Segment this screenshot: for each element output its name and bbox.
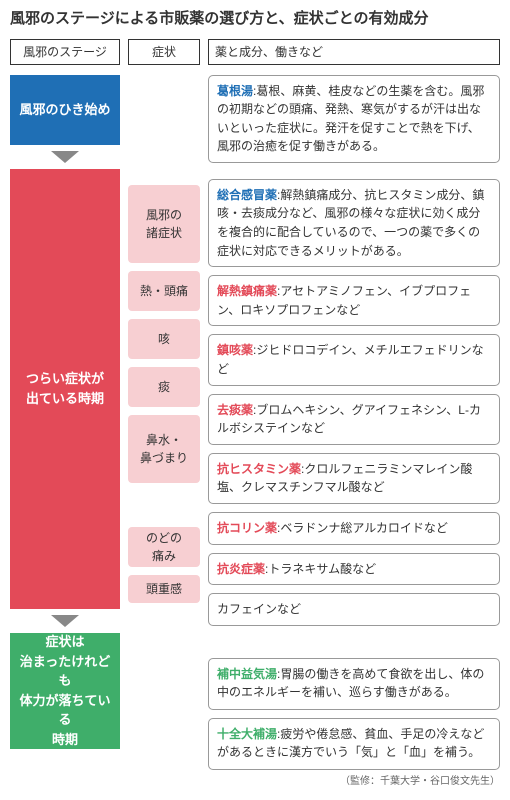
header-medicine: 薬と成分、働きなど (208, 39, 500, 65)
header-symptom: 症状 (128, 39, 200, 65)
medicine-box: 鎮咳薬:ジヒドロコデイン、メチルエフェドリンなど (208, 334, 500, 385)
symptom-box: のどの 痛み (128, 527, 200, 567)
symptom-box: 痰 (128, 367, 200, 407)
down-arrow-icon (51, 151, 79, 163)
medicine-desc: :ベラドンナ総アルカロイドなど (277, 521, 448, 535)
medicine-desc: カフェインなど (217, 602, 301, 616)
medicine-name: 抗コリン薬 (217, 521, 277, 535)
medicine-name: 総合感冒薬 (217, 188, 277, 202)
stage-column: 風邪のひき始めつらい症状が 出ている時期症状は 治まったけれども 体力が落ちてい… (10, 75, 120, 770)
medicine-name: 抗炎症薬 (217, 562, 265, 576)
medicine-name: 抗ヒスタミン薬 (217, 462, 301, 476)
medicine-box: 去痰薬:ブロムヘキシン、グアイフェネシン、L-カルボシステインなど (208, 394, 500, 445)
medicine-desc: :ブロムヘキシン、グアイフェネシン、L-カルボシステインなど (217, 403, 481, 436)
symptom-box: 熱・頭痛 (128, 271, 200, 311)
medicine-name: 十全大補湯 (217, 727, 277, 741)
medicine-name: 解熱鎮痛薬 (217, 284, 277, 298)
stage-box-s1: 風邪のひき始め (10, 75, 120, 145)
medicine-desc: :ジヒドロコデイン、メチルエフェドリンなど (217, 343, 484, 376)
medicine-box: カフェインなど (208, 593, 500, 626)
stage-box-s3: 症状は 治まったけれども 体力が落ちている 時期 (10, 633, 120, 749)
medicine-box: 抗コリン薬:ベラドンナ総アルカロイドなど (208, 512, 500, 545)
medicine-desc: :葛根、麻黄、桂皮などの生薬を含む。風邪の初期などの頭痛、発熱、寒気がするが汗は… (217, 84, 484, 154)
symptom-column: 風邪の 諸症状熱・頭痛咳痰鼻水・ 鼻づまりのどの 痛み頭重感 (128, 75, 200, 770)
medicine-box: 葛根湯:葛根、麻黄、桂皮などの生薬を含む。風邪の初期などの頭痛、発熱、寒気がする… (208, 75, 500, 163)
medicine-box: 十全大補湯:疲労や倦怠感、貧血、手足の冷えなどがあるときに漢方でいう「気」と「血… (208, 718, 500, 770)
medicine-column: 葛根湯:葛根、麻黄、桂皮などの生薬を含む。風邪の初期などの頭痛、発熱、寒気がする… (208, 75, 500, 770)
symptom-box: 咳 (128, 319, 200, 359)
medicine-box: 抗ヒスタミン薬:クロルフェニラミンマレイン酸塩、クレマスチンフマル酸など (208, 453, 500, 504)
medicine-name: 補中益気湯 (217, 667, 277, 681)
column-headers: 風邪のステージ 症状 薬と成分、働きなど (10, 39, 500, 65)
medicine-box: 総合感冒薬:解熱鎮痛成分、抗ヒスタミン成分、鎮咳・去痰成分など、風邪の様々な症状… (208, 179, 500, 267)
medicine-desc: :トラネキサム酸など (265, 562, 376, 576)
medicine-box: 解熱鎮痛薬:アセトアミノフェン、イブプロフェン、ロキソプロフェンなど (208, 275, 500, 326)
page-title: 風邪のステージによる市販薬の選び方と、症状ごとの有効成分 (10, 8, 500, 31)
symptom-box: 鼻水・ 鼻づまり (128, 415, 200, 483)
medicine-name: 去痰薬 (217, 403, 253, 417)
header-stage: 風邪のステージ (10, 39, 120, 65)
down-arrow-icon (51, 615, 79, 627)
symptom-box: 風邪の 諸症状 (128, 185, 200, 263)
medicine-name: 鎮咳薬 (217, 343, 253, 357)
medicine-name: 葛根湯 (217, 84, 253, 98)
medicine-box: 抗炎症薬:トラネキサム酸など (208, 553, 500, 586)
symptom-box: 頭重感 (128, 575, 200, 603)
stage-box-s2: つらい症状が 出ている時期 (10, 169, 120, 609)
medicine-box: 補中益気湯:胃腸の働きを高めて食欲を出し、体の中のエネルギーを補い、巡らす働きが… (208, 658, 500, 710)
credit-text: （監修：千葉大学・谷口俊文先生） (10, 774, 500, 789)
